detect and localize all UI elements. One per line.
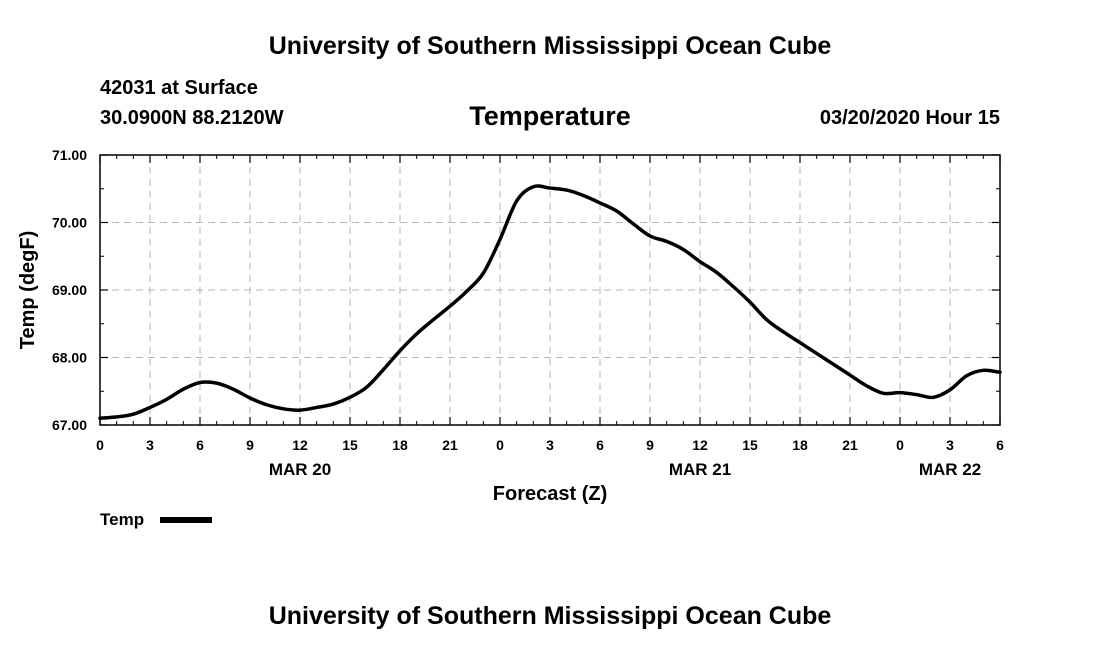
station-label: 42031 at Surface	[100, 77, 258, 99]
legend-swatch	[160, 517, 212, 523]
y-tick-label: 71.00	[52, 147, 87, 163]
y-tick-label: 70.00	[52, 215, 87, 231]
x-tick-label: 12	[692, 437, 708, 453]
x-tick-label: 12	[292, 437, 308, 453]
grid	[100, 155, 1000, 425]
x-tick-label: 9	[646, 437, 654, 453]
datetime-label: 03/20/2020 Hour 15	[819, 107, 1000, 129]
x-tick-label: 15	[342, 437, 358, 453]
x-tick-label: 15	[742, 437, 758, 453]
y-tick-label: 68.00	[52, 350, 87, 366]
x-axis-label: Forecast (Z)	[493, 483, 607, 505]
axis-ticks	[99, 154, 1001, 426]
day-label: MAR 21	[669, 460, 731, 479]
x-tick-label: 0	[896, 437, 904, 453]
y-axis-label: Temp (degF)	[17, 231, 39, 350]
x-tick-label: 6	[596, 437, 604, 453]
day-label: MAR 22	[919, 460, 981, 479]
x-tick-label: 0	[96, 437, 104, 453]
x-tick-label: 3	[546, 437, 554, 453]
y-tick-label: 67.00	[52, 417, 87, 433]
x-tick-label: 0	[496, 437, 504, 453]
day-label: MAR 20	[269, 460, 331, 479]
coordinates-label: 30.0900N 88.2120W	[100, 107, 284, 129]
x-tick-label: 18	[392, 437, 408, 453]
footer-title: University of Southern Mississippi Ocean…	[268, 602, 832, 630]
x-tick-label: 6	[996, 437, 1004, 453]
x-tick-label: 18	[792, 437, 808, 453]
x-tick-label: 21	[442, 437, 458, 453]
temp-series-line	[98, 184, 1002, 420]
x-tick-label: 9	[246, 437, 254, 453]
x-tick-label: 21	[842, 437, 858, 453]
x-tick-label: 3	[946, 437, 954, 453]
chart-title: Temperature	[469, 101, 631, 131]
axis-labels: 0 3 6 9 12 15 18 21 0 3 6 9 12 15 18 21 0 3 6 67.00 68.00 69.…	[52, 147, 1004, 479]
legend-label: Temp	[100, 510, 144, 529]
y-tick-label: 69.00	[52, 282, 87, 298]
x-tick-label: 6	[196, 437, 204, 453]
page-title: University of Southern Mississippi Ocean…	[268, 32, 832, 60]
x-tick-label: 3	[146, 437, 154, 453]
